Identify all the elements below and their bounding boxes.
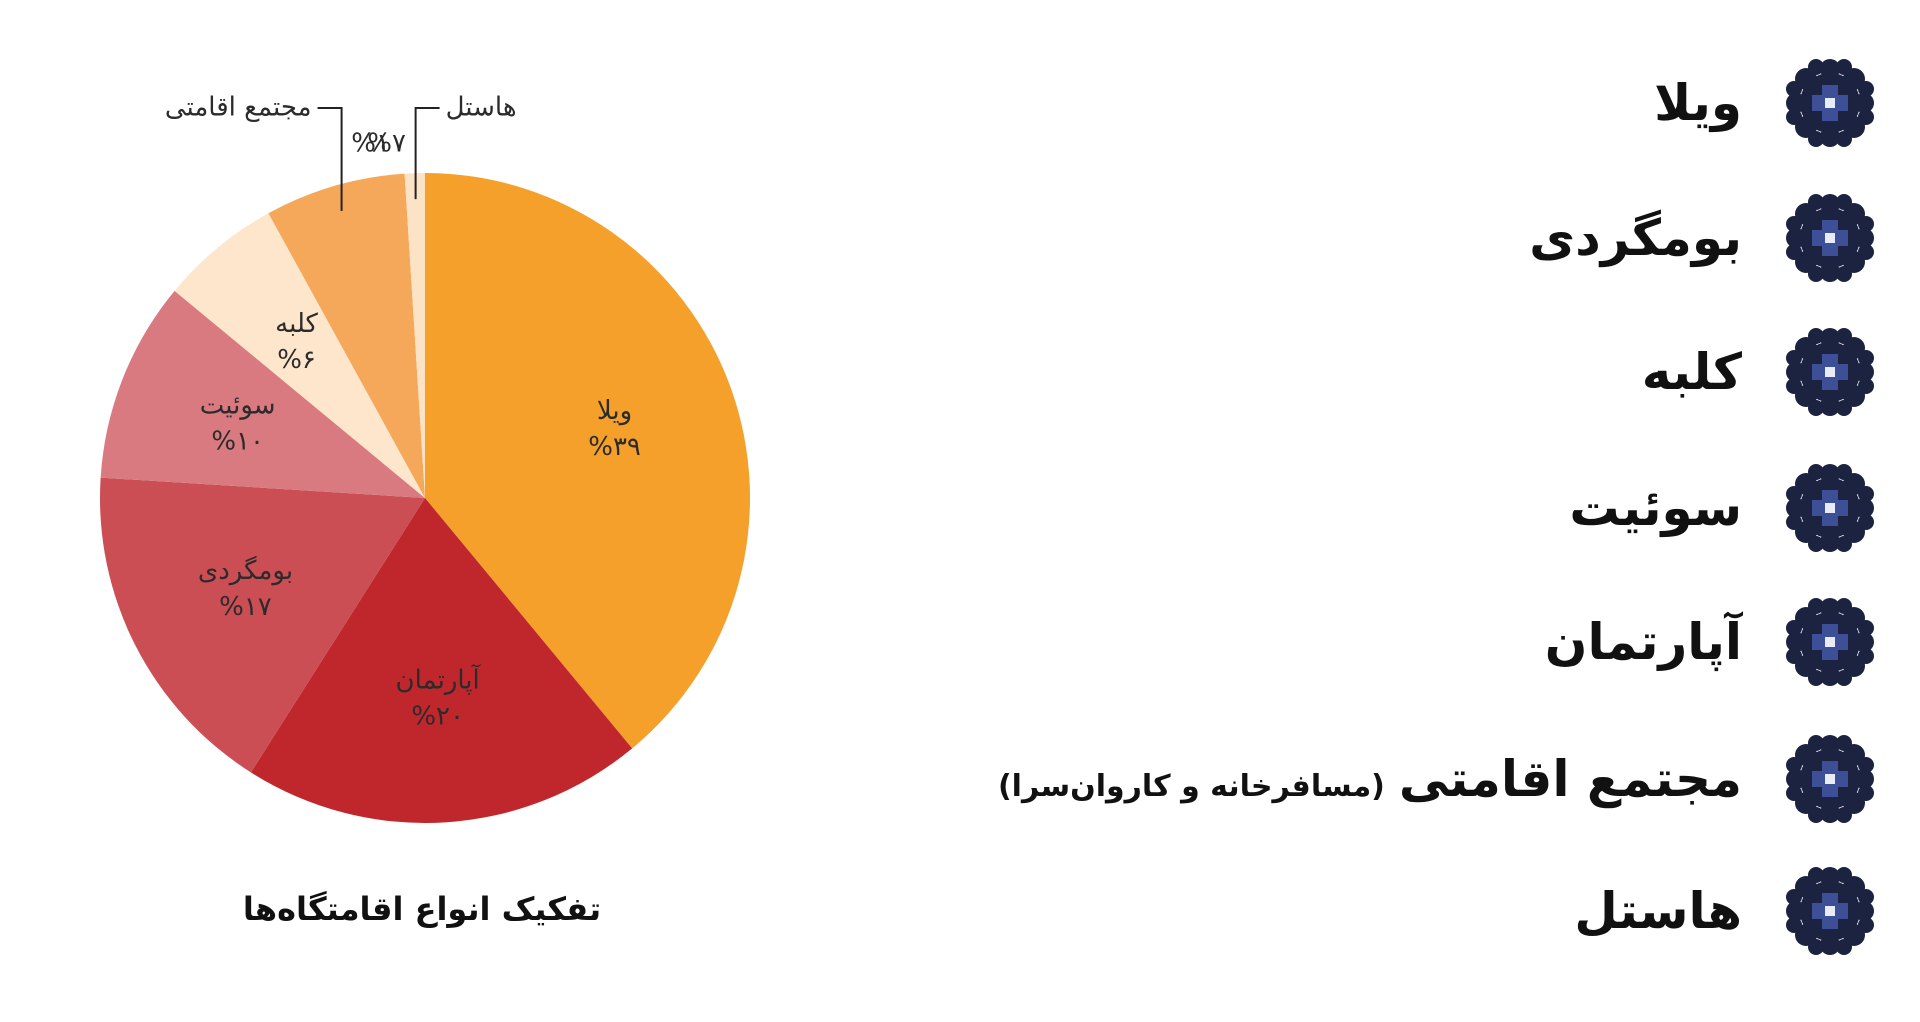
bullet-icon xyxy=(1786,328,1874,416)
leader-line xyxy=(317,107,343,211)
bullet-icon xyxy=(1786,464,1874,552)
bullet-icon xyxy=(1786,735,1874,823)
slice-value-label: %۱۷ xyxy=(219,592,272,622)
pie-slice xyxy=(174,213,425,499)
chart-title: تفکیک انواع اقامتگاه‌ها xyxy=(243,890,601,928)
list-label: مجتمع اقامتی xyxy=(1398,750,1742,808)
slice-label: هاستل xyxy=(446,93,517,123)
slice-value-label: %۲۰ xyxy=(411,702,464,732)
pie-slice xyxy=(404,173,425,498)
pie-slice xyxy=(268,173,425,499)
list-item: هاستل xyxy=(1574,882,1742,940)
pie-slice xyxy=(250,498,633,823)
pie-slice xyxy=(100,290,426,498)
bullet-icon xyxy=(1786,59,1874,147)
list-item: آپارتمان xyxy=(1545,613,1742,671)
slice-label: مجتمع اقامتی xyxy=(165,93,312,123)
slice-value-label: %۷ xyxy=(367,129,406,159)
list-label: ویلا xyxy=(1654,74,1742,132)
slice-value-label: %۱ xyxy=(351,129,390,159)
slice-label: سوئیت xyxy=(200,390,276,420)
slice-value-label: %۱۰ xyxy=(211,426,264,456)
slice-label: بومگردی xyxy=(198,555,293,586)
slice-value-label: %۳۹ xyxy=(588,432,641,462)
list-note: (مسافرخانه و کاروان‌سرا) xyxy=(997,769,1385,804)
slice-label: ویلا xyxy=(597,396,632,426)
bullet-icon xyxy=(1786,867,1874,955)
pie-slice xyxy=(99,477,425,773)
list-label: بومگردی xyxy=(1529,209,1742,267)
bullet-icon xyxy=(1786,194,1874,282)
list-item: ویلا xyxy=(1654,74,1742,132)
list-label: هاستل xyxy=(1574,882,1742,940)
list-item: مجتمع اقامتی (مسافرخانه و کاروان‌سرا) xyxy=(998,750,1742,808)
slice-label: آپارتمان xyxy=(396,664,482,696)
slice-value-label: %۶ xyxy=(277,345,316,375)
bullet-icon xyxy=(1786,598,1874,686)
list-item: سوئیت xyxy=(1569,479,1742,537)
list-item: کلبه xyxy=(1642,343,1742,401)
list-label: سوئیت xyxy=(1569,479,1742,537)
list-label: کلبه xyxy=(1641,343,1742,401)
list-item: بومگردی xyxy=(1529,209,1742,267)
leader-line xyxy=(414,107,440,200)
pie-slice xyxy=(425,173,750,749)
list-label: آپارتمان xyxy=(1544,613,1742,671)
slice-label: کلبه xyxy=(275,309,318,339)
